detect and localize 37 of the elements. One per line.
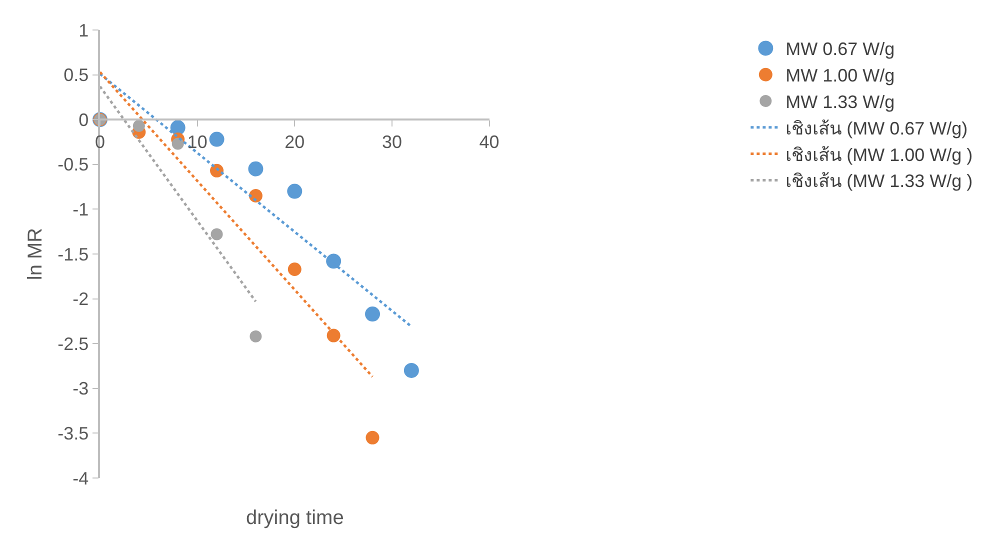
x-tick-label: 40 bbox=[479, 132, 500, 152]
y-tick-label: 0 bbox=[78, 110, 89, 130]
x-tick-label: 30 bbox=[382, 132, 402, 152]
y-tick-label: -3 bbox=[72, 378, 89, 399]
point bbox=[366, 430, 380, 444]
point bbox=[365, 306, 380, 322]
y-tick-label: -3.5 bbox=[58, 424, 89, 444]
y-axis-title: ln MR bbox=[24, 228, 47, 280]
point bbox=[132, 120, 145, 132]
x-axis-title: drying time bbox=[246, 507, 344, 529]
legend-label: เชิงเส้น (MW 0.67 W/g) bbox=[786, 118, 968, 138]
point bbox=[248, 161, 264, 176]
point bbox=[172, 138, 184, 150]
legend-label: เชิงเส้น (MW 1.00 W/g ) bbox=[786, 144, 973, 165]
y-tick-label: -1.5 bbox=[58, 244, 89, 264]
legend-label: MW 0.67 W/g bbox=[786, 39, 895, 60]
point bbox=[326, 254, 342, 269]
x-tick-label: 0 bbox=[94, 132, 106, 152]
point bbox=[250, 330, 262, 342]
legend-label: MW 1.33 W/g bbox=[786, 92, 895, 112]
point bbox=[287, 184, 302, 199]
legend-label: MW 1.00 W/g bbox=[786, 66, 895, 86]
legend-label: เชิงเส้น (MW 1.33 W/g ) bbox=[786, 171, 973, 192]
y-tick-label: 1 bbox=[78, 20, 89, 40]
y-tick-label: -0.5 bbox=[58, 154, 89, 175]
x-tick-label: 20 bbox=[284, 132, 305, 152]
y-tick-label: -1 bbox=[72, 200, 89, 220]
x-tick-label: 10 bbox=[187, 132, 208, 152]
y-tick-label: -2.5 bbox=[58, 334, 89, 354]
y-tick-label: 0.5 bbox=[64, 65, 89, 86]
point bbox=[404, 362, 419, 378]
y-tick-label: -4 bbox=[72, 468, 89, 488]
point bbox=[210, 228, 223, 240]
y-tick-label: -2 bbox=[72, 289, 89, 310]
point bbox=[288, 262, 302, 276]
point bbox=[170, 120, 186, 136]
point bbox=[209, 132, 224, 147]
